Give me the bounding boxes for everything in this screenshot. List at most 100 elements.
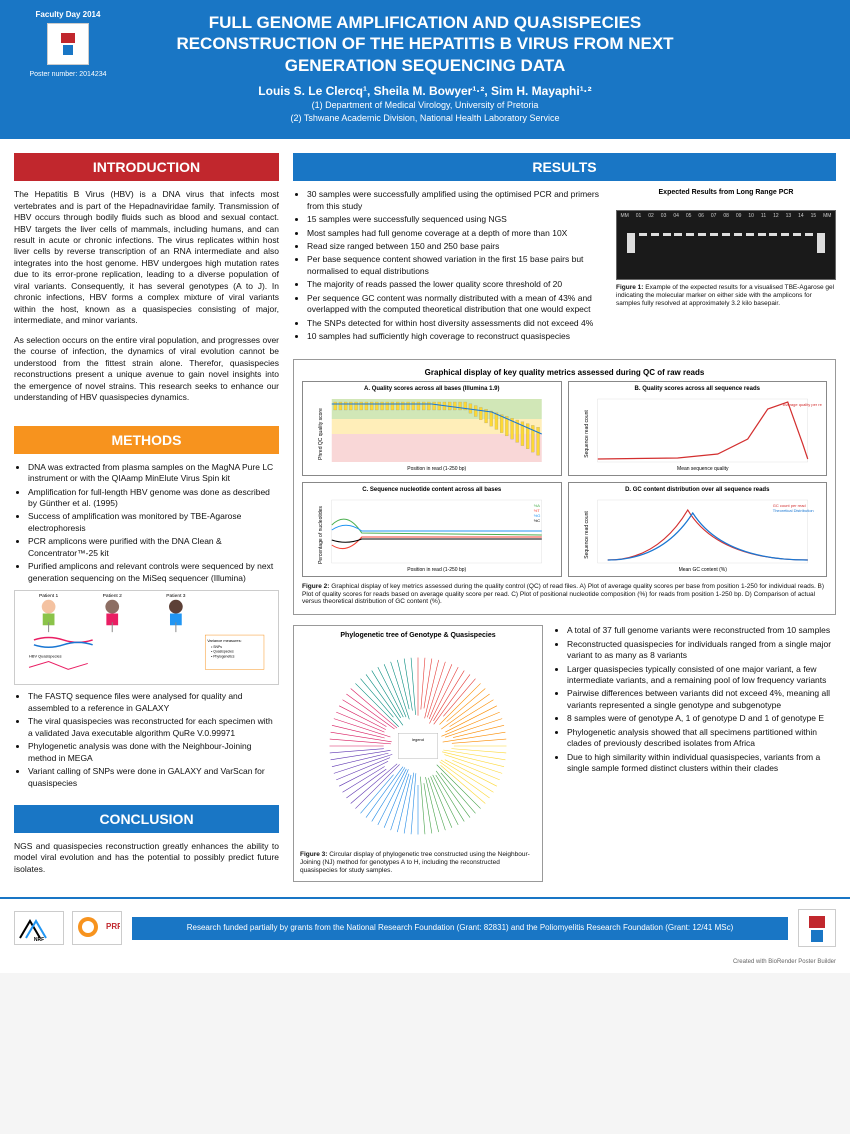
svg-text:HBV Quasispecies: HBV Quasispecies (29, 654, 62, 659)
phylo-title: Phylogenetic tree of Genotype & Quasispe… (300, 632, 536, 639)
affiliation-1: (1) Department of Medical Virology, Univ… (18, 100, 832, 112)
fig2-title: Graphical display of key quality metrics… (302, 368, 827, 377)
list-item: Pairwise differences between variants di… (567, 688, 836, 711)
list-item: DNA was extracted from plasma samples on… (28, 462, 279, 485)
footer-inst-logo (798, 909, 836, 947)
svg-text:PRF: PRF (106, 922, 120, 931)
list-item: The viral quasispecies was reconstructed… (28, 716, 279, 739)
poster-footer: NRF PRF Research funded partially by gra… (0, 897, 850, 957)
results-list-1: 30 samples were successfully amplified u… (293, 189, 606, 343)
list-item: PCR amplicons were purified with the DNA… (28, 536, 279, 559)
svg-text:• Phylogenetics: • Phylogenetics (211, 655, 235, 659)
institution-logo (47, 23, 89, 65)
svg-text:Patient 3: Patient 3 (166, 593, 186, 599)
gel-image: MM010203040506070809101112131415MM (616, 210, 836, 280)
svg-text:Variance measures:: Variance measures: (207, 638, 241, 643)
svg-text:Position in read (1-250 bp): Position in read (1-250 bp) (407, 466, 466, 472)
poster-number: Poster number: 2014234 (18, 71, 118, 78)
gel-lanes: MM010203040506070809101112131415MM (617, 213, 835, 219)
prf-logo: PRF (72, 911, 122, 945)
fig2-a: A. Quality scores across all bases (Illu… (302, 381, 562, 476)
nrf-logo: NRF (14, 911, 64, 945)
list-item: Reconstructed quasispecies for individua… (567, 639, 836, 662)
results-bottom-row: Phylogenetic tree of Genotype & Quasispe… (293, 625, 836, 881)
left-column: INTRODUCTION The Hepatitis B Virus (HBV)… (14, 153, 279, 883)
footer-funding-text: Research funded partially by grants from… (132, 917, 788, 939)
fig3-caption: Figure 3: Circular display of phylogenet… (300, 851, 536, 874)
gel-bands (625, 233, 827, 237)
list-item: Per sequence GC content was normally dis… (307, 293, 606, 316)
list-item: Per base sequence content showed variati… (307, 254, 606, 277)
list-item: The SNPs detected for within host divers… (307, 318, 606, 329)
fig2-panel: Graphical display of key quality metrics… (293, 359, 836, 615)
svg-text:Mean sequence quality: Mean sequence quality (677, 466, 729, 472)
footer-logos: NRF PRF (14, 911, 122, 945)
intro-p1: The Hepatitis B Virus (HBV) is a DNA vir… (14, 189, 279, 327)
methods-diagram: Patient 1 Patient 2 Patient 3 HBV Quasis… (14, 590, 279, 685)
list-item: A total of 37 full genome variants were … (567, 625, 836, 636)
svg-text:Theoretical Distribution: Theoretical Distribution (772, 508, 813, 513)
phylo-panel: Phylogenetic tree of Genotype & Quasispe… (293, 625, 543, 881)
svg-text:• Quasispecies: • Quasispecies (211, 650, 234, 654)
svg-text:Phred QC quality score: Phred QC quality score (318, 408, 324, 460)
conclusion-p: NGS and quasispecies reconstruction grea… (14, 841, 279, 875)
list-item: Phylogenetic analysis showed that all sp… (567, 727, 836, 750)
list-item: Purified amplicons and relevant controls… (28, 561, 279, 584)
conclusion-text: NGS and quasispecies reconstruction grea… (14, 841, 279, 875)
list-item: 8 samples were of genotype A, 1 of genot… (567, 713, 836, 724)
right-column: RESULTS 30 samples were successfully amp… (293, 153, 836, 883)
list-item: Variant calling of SNPs were done in GAL… (28, 766, 279, 789)
svg-text:%C: %C (534, 518, 541, 523)
intro-text: The Hepatitis B Virus (HBV) is a DNA vir… (14, 189, 279, 403)
list-item: Due to high similarity within individual… (567, 752, 836, 775)
fig2-d: D. GC content distribution over all sequ… (568, 482, 828, 577)
methods-list-2: The FASTQ sequence files were analysed f… (14, 691, 279, 789)
list-item: Most samples had full genome coverage at… (307, 228, 606, 239)
intro-header: INTRODUCTION (14, 153, 279, 181)
list-item: The FASTQ sequence files were analysed f… (28, 691, 279, 714)
list-item: Amplification for full-length HBV genome… (28, 487, 279, 510)
svg-text:Mean GC content (%): Mean GC content (%) (678, 567, 727, 573)
list-item: 30 samples were successfully amplified u… (307, 189, 606, 212)
gel-title: Expected Results from Long Range PCR (616, 189, 836, 196)
list-item: Phylogenetic analysis was done with the … (28, 741, 279, 764)
affiliation-2: (2) Tshwane Academic Division, National … (18, 113, 832, 125)
methods-header: METHODS (14, 426, 279, 454)
fig2-c: C. Sequence nucleotide content across al… (302, 482, 562, 577)
svg-text:Sequence read count: Sequence read count (583, 510, 589, 558)
list-item: The majority of reads passed the lower q… (307, 279, 606, 290)
faculty-day-label: Faculty Day 2014 (18, 10, 118, 19)
svg-text:Sequence read count: Sequence read count (583, 409, 589, 457)
list-item: Read size ranged between 150 and 250 bas… (307, 241, 606, 252)
list-item: 15 samples were successfully sequenced u… (307, 214, 606, 225)
conclusion-header: CONCLUSION (14, 805, 279, 833)
intro-p2: As selection occurs on the entire viral … (14, 335, 279, 404)
faculty-box: Faculty Day 2014 Poster number: 2014234 (18, 10, 118, 78)
list-item: Success of amplification was monitored b… (28, 511, 279, 534)
svg-text:Percentage of nucleotides: Percentage of nucleotides (318, 505, 324, 563)
results-top-row: 30 samples were successfully amplified u… (293, 189, 836, 345)
list-item: 10 samples had sufficiently high coverag… (307, 331, 606, 342)
poster-header: Faculty Day 2014 Poster number: 2014234 … (0, 0, 850, 139)
svg-text:legend: legend (412, 737, 424, 742)
svg-text:• SNPs: • SNPs (211, 645, 222, 649)
svg-text:Patient 1: Patient 1 (39, 593, 59, 599)
svg-text:Patient 2: Patient 2 (103, 593, 123, 599)
poster-title: FULL GENOME AMPLIFICATION AND QUASISPECI… (18, 12, 832, 84)
fig1-caption: Figure 1: Figure 1: Example of the expec… (616, 284, 836, 307)
svg-text:Position in read (1-250 bp): Position in read (1-250 bp) (407, 567, 466, 573)
authors: Louis S. Le Clercq¹, Sheila M. Bowyer¹·²… (18, 84, 832, 98)
credit-line: Created with BioRender Poster Builder (0, 957, 850, 973)
svg-text:Average quality per read: Average quality per read (782, 402, 822, 407)
methods-list-1: DNA was extracted from plasma samples on… (14, 462, 279, 585)
fig2-grid: A. Quality scores across all bases (Illu… (302, 381, 827, 577)
phylo-tree: legend (300, 641, 536, 851)
results-list-2: A total of 37 full genome variants were … (553, 625, 836, 775)
poster-root: Faculty Day 2014 Poster number: 2014234 … (0, 0, 850, 973)
fig2-b: B. Quality scores across all sequence re… (568, 381, 828, 476)
fig2-caption: Figure 2: Graphical display of key metri… (302, 583, 827, 606)
svg-text:NRF: NRF (34, 937, 44, 943)
list-item: Larger quasispecies typically consisted … (567, 664, 836, 687)
poster-body: INTRODUCTION The Hepatitis B Virus (HBV)… (0, 139, 850, 897)
results-header: RESULTS (293, 153, 836, 181)
